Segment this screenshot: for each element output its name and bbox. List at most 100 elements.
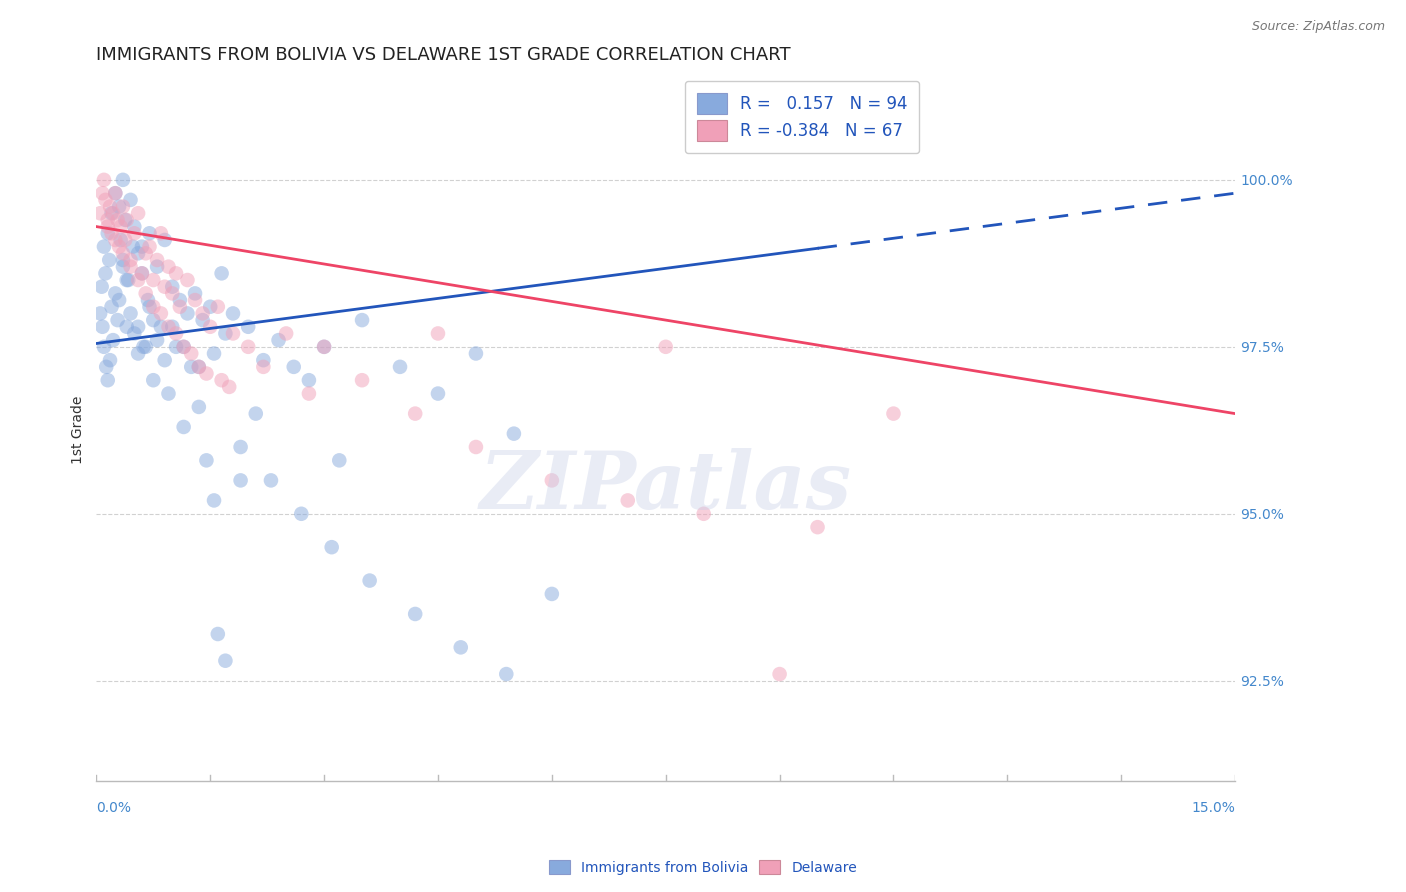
Point bbox=[138, 227, 160, 241]
Point bbox=[229, 474, 252, 488]
Point bbox=[127, 319, 149, 334]
Point bbox=[202, 493, 225, 508]
Point bbox=[97, 227, 120, 241]
Point bbox=[162, 279, 184, 293]
Point bbox=[94, 193, 117, 207]
Point bbox=[120, 252, 142, 267]
Point bbox=[90, 279, 112, 293]
Point bbox=[120, 193, 142, 207]
Point bbox=[157, 319, 180, 334]
Point bbox=[180, 346, 202, 360]
Point bbox=[187, 400, 209, 414]
Point bbox=[169, 293, 191, 307]
Point bbox=[222, 326, 245, 341]
Point bbox=[91, 319, 114, 334]
Point bbox=[202, 346, 225, 360]
Point bbox=[184, 293, 207, 307]
Point bbox=[149, 306, 172, 320]
Point bbox=[229, 440, 252, 454]
Point bbox=[267, 333, 290, 347]
Point bbox=[314, 340, 336, 354]
Point bbox=[427, 386, 450, 401]
Point bbox=[115, 319, 138, 334]
Point bbox=[298, 386, 321, 401]
Point bbox=[131, 239, 153, 253]
Point bbox=[111, 200, 134, 214]
Text: IMMIGRANTS FROM BOLIVIA VS DELAWARE 1ST GRADE CORRELATION CHART: IMMIGRANTS FROM BOLIVIA VS DELAWARE 1ST … bbox=[97, 46, 792, 64]
Point bbox=[389, 359, 412, 374]
Point bbox=[314, 340, 336, 354]
Point bbox=[187, 359, 209, 374]
Point bbox=[162, 286, 184, 301]
Text: 15.0%: 15.0% bbox=[1191, 801, 1234, 815]
Y-axis label: 1st Grade: 1st Grade bbox=[72, 396, 86, 465]
Point bbox=[110, 233, 132, 247]
Point bbox=[157, 386, 180, 401]
Point bbox=[93, 173, 115, 187]
Point bbox=[120, 260, 142, 274]
Point bbox=[173, 340, 195, 354]
Point bbox=[117, 273, 139, 287]
Point bbox=[142, 373, 165, 387]
Point bbox=[96, 359, 118, 374]
Point bbox=[211, 266, 233, 280]
Point bbox=[207, 627, 229, 641]
Point bbox=[120, 306, 142, 320]
Point bbox=[260, 474, 283, 488]
Point bbox=[187, 359, 209, 374]
Point bbox=[169, 300, 191, 314]
Point bbox=[176, 273, 198, 287]
Point bbox=[146, 333, 169, 347]
Point bbox=[98, 353, 121, 368]
Point bbox=[427, 326, 450, 341]
Point bbox=[238, 340, 260, 354]
Point bbox=[149, 227, 172, 241]
Point bbox=[89, 306, 111, 320]
Point bbox=[540, 587, 562, 601]
Point bbox=[98, 252, 121, 267]
Point bbox=[200, 300, 222, 314]
Point bbox=[882, 407, 904, 421]
Point bbox=[252, 353, 274, 368]
Point bbox=[173, 340, 195, 354]
Point bbox=[502, 426, 524, 441]
Point bbox=[207, 300, 229, 314]
Point bbox=[211, 373, 233, 387]
Point bbox=[465, 346, 488, 360]
Point bbox=[142, 300, 165, 314]
Point bbox=[97, 373, 120, 387]
Point bbox=[100, 227, 122, 241]
Point bbox=[290, 507, 312, 521]
Point bbox=[162, 319, 184, 334]
Point bbox=[104, 286, 127, 301]
Point bbox=[450, 640, 472, 655]
Point bbox=[654, 340, 676, 354]
Point bbox=[191, 306, 214, 320]
Point bbox=[352, 373, 374, 387]
Point bbox=[101, 333, 124, 347]
Point bbox=[214, 326, 236, 341]
Point bbox=[153, 233, 176, 247]
Point bbox=[298, 373, 321, 387]
Point bbox=[127, 346, 149, 360]
Point bbox=[132, 340, 155, 354]
Point bbox=[136, 293, 159, 307]
Text: ZIPatlas: ZIPatlas bbox=[479, 448, 852, 525]
Point bbox=[111, 246, 134, 260]
Point bbox=[108, 293, 131, 307]
Point bbox=[97, 219, 120, 234]
Point bbox=[107, 213, 129, 227]
Point bbox=[93, 239, 115, 253]
Point bbox=[157, 260, 180, 274]
Point bbox=[806, 520, 828, 534]
Point bbox=[540, 474, 562, 488]
Point bbox=[321, 540, 343, 554]
Point bbox=[142, 313, 165, 327]
Point bbox=[100, 206, 122, 220]
Point bbox=[97, 213, 120, 227]
Point bbox=[114, 213, 136, 227]
Point bbox=[283, 359, 305, 374]
Point bbox=[165, 266, 187, 280]
Point bbox=[142, 273, 165, 287]
Point bbox=[93, 340, 115, 354]
